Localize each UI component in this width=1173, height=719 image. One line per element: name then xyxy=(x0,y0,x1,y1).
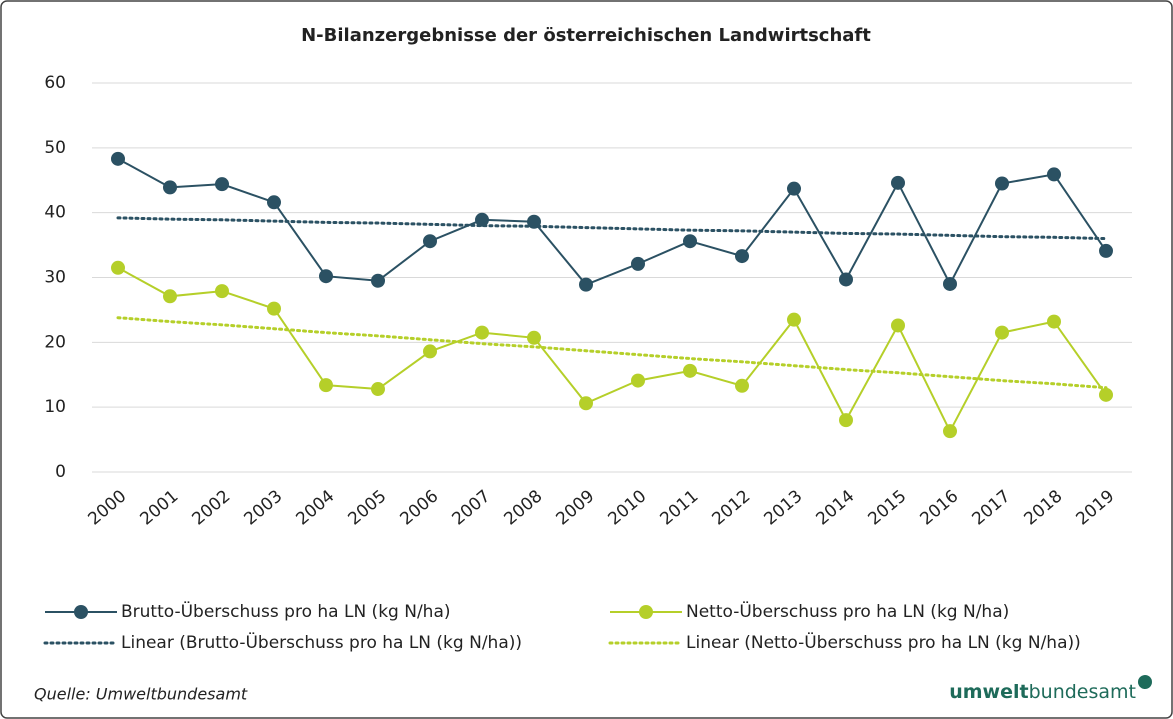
source: Quelle: Umweltbundesamt xyxy=(34,685,248,704)
series-line xyxy=(117,157,1107,287)
legend-marker xyxy=(74,605,88,619)
point xyxy=(839,272,853,287)
point xyxy=(371,273,385,288)
y-tick-label: 50 xyxy=(44,138,66,158)
point xyxy=(1047,314,1061,329)
y-tick-label: 20 xyxy=(44,332,66,352)
logo-bold: umwelt xyxy=(949,681,1028,703)
point xyxy=(579,396,593,411)
point xyxy=(631,256,645,271)
point xyxy=(1099,243,1113,258)
point xyxy=(995,325,1009,340)
y-tick-label: 60 xyxy=(44,73,66,93)
y-tick-label: 40 xyxy=(44,203,66,223)
point xyxy=(475,212,489,227)
point xyxy=(1047,167,1061,182)
point xyxy=(735,249,749,264)
legend-label: Linear (Brutto-Überschuss pro ha LN (kg … xyxy=(121,631,522,653)
legend-label: Brutto-Überschuss pro ha LN (kg N/ha) xyxy=(121,600,451,622)
point xyxy=(163,180,177,195)
logo-regular: bundesamt xyxy=(1029,681,1136,703)
point xyxy=(267,195,281,210)
point xyxy=(839,413,853,428)
point xyxy=(527,214,541,229)
point xyxy=(111,260,125,275)
point xyxy=(527,330,541,345)
logo-icon xyxy=(1138,675,1152,689)
point xyxy=(735,378,749,393)
point xyxy=(111,151,125,166)
point xyxy=(215,177,229,192)
point xyxy=(683,234,697,249)
trend-line xyxy=(116,316,1108,390)
chart-title: N-Bilanzergebnisse der österreichischen … xyxy=(301,25,871,46)
trend-line xyxy=(116,216,1108,241)
point xyxy=(683,363,697,378)
point xyxy=(787,312,801,327)
point xyxy=(319,269,333,284)
point xyxy=(423,344,437,359)
point xyxy=(319,378,333,393)
legend-label: Linear (Netto-Überschuss pro ha LN (kg N… xyxy=(686,631,1081,653)
point xyxy=(163,289,177,304)
point xyxy=(267,301,281,316)
point xyxy=(475,325,489,340)
point xyxy=(1099,387,1113,402)
point xyxy=(787,181,801,196)
legend-label: Netto-Überschuss pro ha LN (kg N/ha) xyxy=(686,600,1009,622)
point xyxy=(891,175,905,190)
legend-marker xyxy=(639,605,653,619)
point xyxy=(371,382,385,397)
point xyxy=(891,318,905,333)
point xyxy=(215,284,229,299)
point xyxy=(943,424,957,439)
logo: umweltbundesamt xyxy=(949,681,1136,703)
series-line xyxy=(117,266,1107,434)
point xyxy=(943,276,957,291)
y-tick-label: 0 xyxy=(55,462,66,482)
y-tick-label: 30 xyxy=(44,268,66,288)
point xyxy=(579,277,593,292)
y-tick-label: 10 xyxy=(44,397,66,417)
point xyxy=(423,234,437,249)
point xyxy=(631,373,645,388)
point xyxy=(995,176,1009,191)
